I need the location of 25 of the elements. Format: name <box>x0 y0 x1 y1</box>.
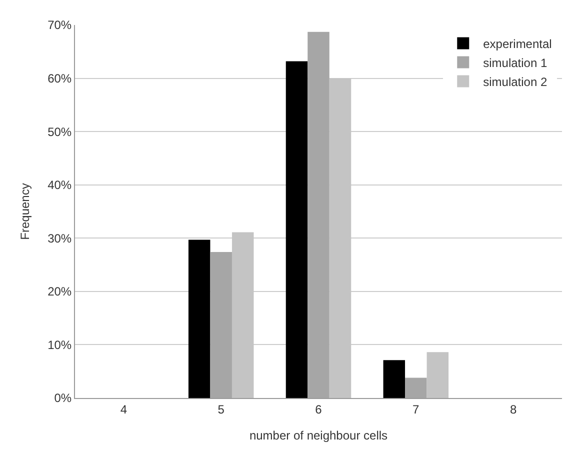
y-axis-title: Frequency <box>18 183 32 240</box>
bar <box>308 32 330 398</box>
bar <box>286 61 308 398</box>
bar <box>188 240 210 398</box>
y-tick-label: 70% <box>48 18 72 32</box>
y-tick-label: 30% <box>48 231 72 246</box>
x-tick-label: 6 <box>315 402 322 416</box>
y-tick-label: 20% <box>48 284 72 299</box>
x-tick-label: 4 <box>120 402 128 416</box>
x-tick-label: 7 <box>412 402 420 416</box>
y-tick-label: 10% <box>48 338 72 352</box>
bar <box>383 360 406 398</box>
legend-label: simulation 1 <box>483 56 548 70</box>
y-tick-label: 0% <box>54 391 72 406</box>
y-tick-label: 40% <box>48 178 72 192</box>
x-tick-label: 5 <box>218 402 225 416</box>
bar <box>210 252 232 398</box>
y-tick-label: 60% <box>48 71 72 86</box>
x-tick-label: 8 <box>510 402 517 416</box>
x-axis-title: number of neighbour cells <box>249 428 388 442</box>
bar <box>405 378 427 398</box>
legend-label: simulation 2 <box>483 74 548 89</box>
bar <box>426 352 449 398</box>
legend-label: experimental <box>483 36 552 51</box>
y-tick-label: 50% <box>48 124 72 139</box>
